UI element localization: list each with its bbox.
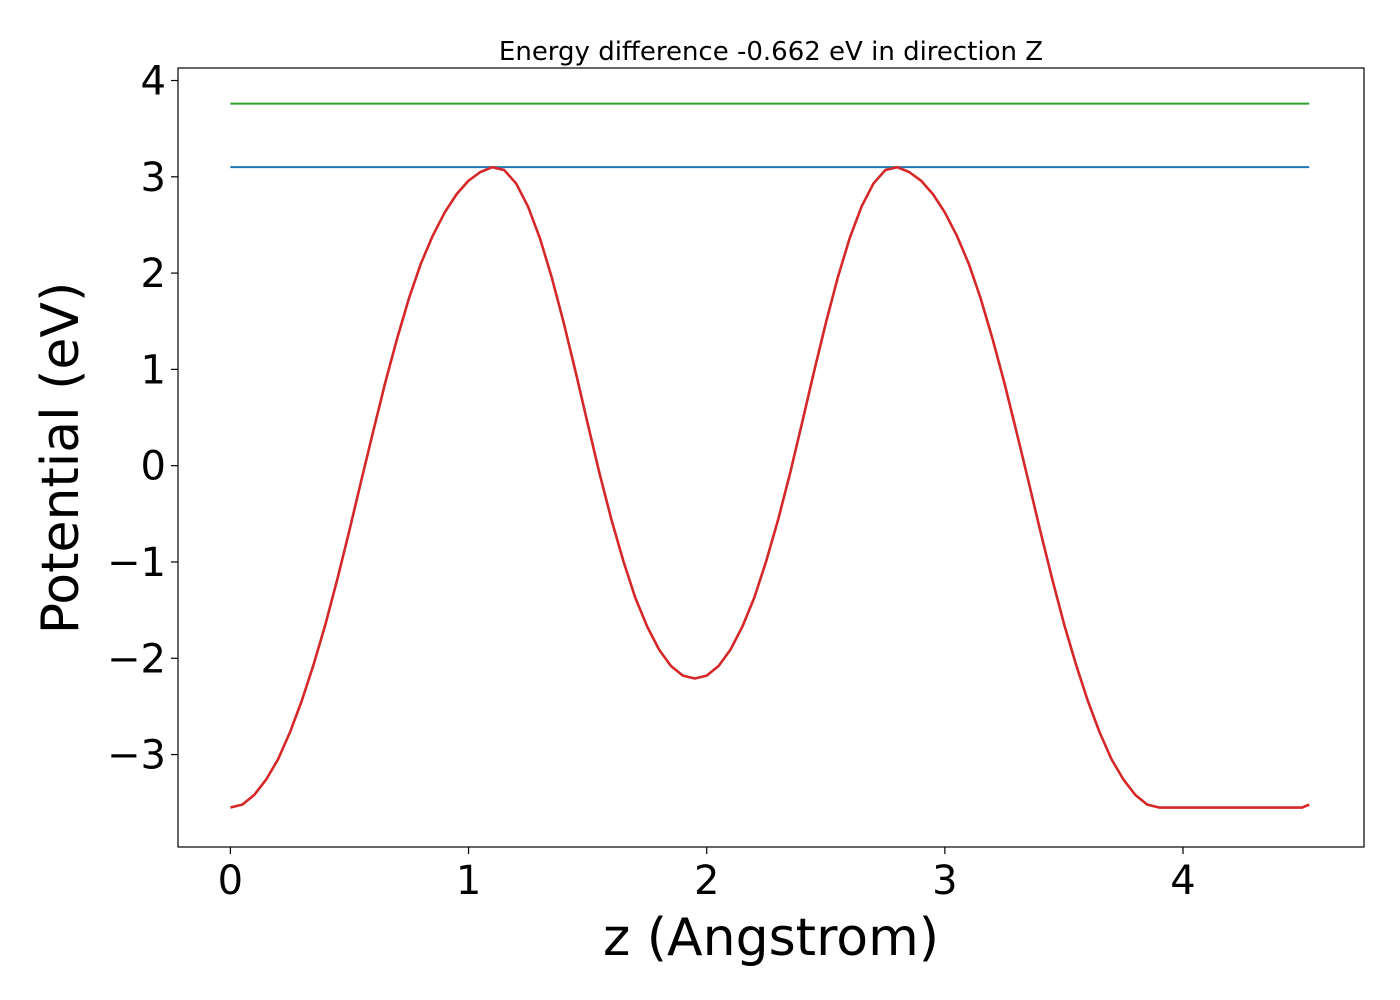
x-tick-label: 0: [218, 858, 243, 904]
plot-lines: [230, 102, 1310, 809]
y-tick-label: −2: [107, 636, 166, 682]
y-tick-label: −1: [107, 540, 166, 586]
y-tick-label: 3: [141, 155, 166, 201]
y-axis-label: Potential (eV): [31, 282, 91, 634]
y-axis-ticks: −3 −2 −1 0 1 2 3 4: [107, 59, 178, 779]
x-tick-label: 4: [1170, 858, 1195, 904]
x-tick-label: 1: [456, 858, 481, 904]
series-line-1: [230, 165, 1310, 809]
y-tick-label: −3: [107, 733, 166, 779]
y-tick-label: 4: [141, 59, 166, 105]
y-tick-label: 2: [141, 251, 166, 297]
x-axis-label: z (Angstrom): [603, 908, 939, 968]
y-tick-label: 1: [141, 347, 166, 393]
plot-frame: [177, 67, 1365, 848]
chart-title: Energy difference -0.662 eV in direction…: [499, 37, 1043, 67]
x-tick-label: 3: [932, 858, 957, 904]
x-axis-ticks: 0 1 2 3 4: [218, 847, 1196, 904]
y-tick-label: 0: [141, 444, 166, 490]
x-tick-label: 2: [694, 858, 719, 904]
